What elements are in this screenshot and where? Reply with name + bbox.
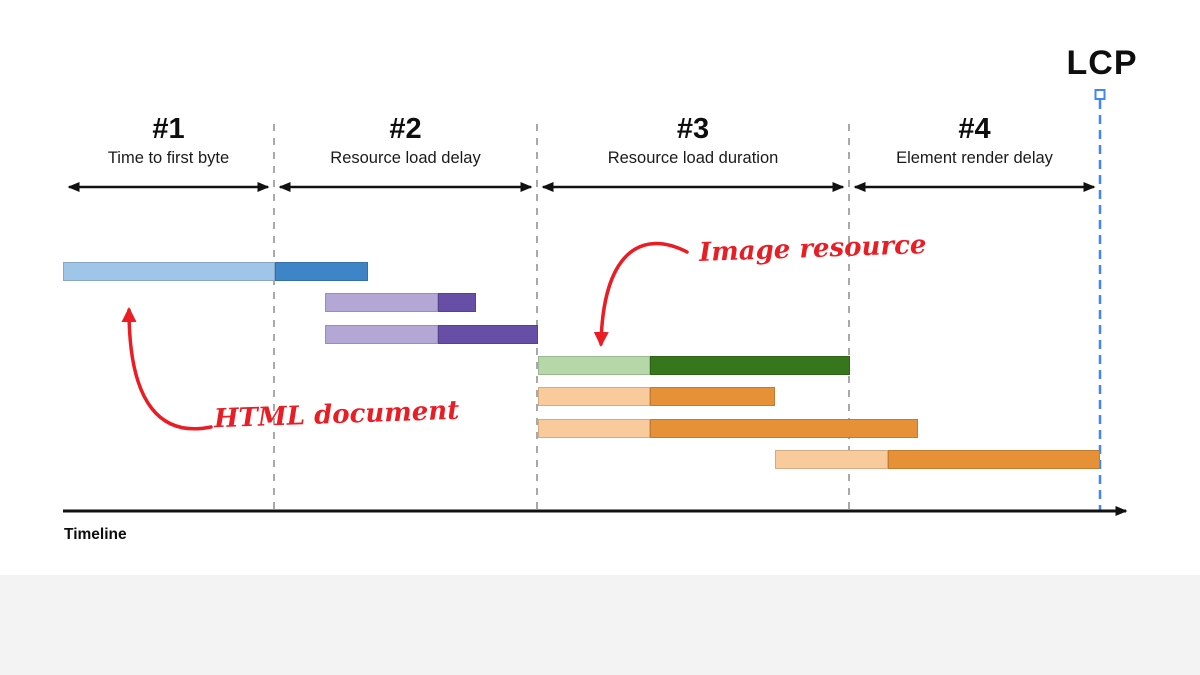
- script-bar-light: [775, 450, 888, 469]
- document-bar-dark: [275, 262, 368, 281]
- document-bar-light: [63, 262, 275, 281]
- stylesheet-bar-light: [325, 325, 438, 344]
- phase-label: Resource load duration: [607, 149, 779, 167]
- phase-label: Time to first byte: [107, 149, 230, 167]
- legend: Document Stylesheet Script: [0, 575, 1200, 675]
- phase-label: Resource load delay: [330, 149, 481, 167]
- stylesheet-bar-light: [325, 293, 438, 312]
- script-bar-dark: [650, 419, 918, 438]
- phase-header-2: #2 Resource load delay: [274, 113, 537, 168]
- annotation-arrow-0: [121, 307, 213, 431]
- annotation-html-document: HTML document: [213, 395, 460, 435]
- annotation-arrow-1: [593, 241, 689, 347]
- phase-number: #3: [676, 113, 710, 145]
- stylesheet-bar-dark: [438, 293, 476, 312]
- image-bar-light: [538, 356, 650, 375]
- script-bar-light: [538, 387, 650, 406]
- annotation-image-resource: Image resource: [698, 230, 927, 268]
- phase-header-1: #1 Time to first byte: [63, 113, 274, 168]
- phase-number: #2: [389, 113, 422, 145]
- script-bar-light: [538, 419, 650, 438]
- phase-number: #4: [958, 113, 991, 145]
- lcp-marker-handle: [1094, 89, 1106, 100]
- phase-header-3: #3 Resource load duration: [537, 113, 849, 168]
- script-bar-dark: [888, 450, 1100, 469]
- phase-header-4: #4 Element render delay: [849, 113, 1100, 168]
- image-bar-dark: [650, 356, 850, 375]
- script-bar-dark: [650, 387, 775, 406]
- timeline-axis-label: Timeline: [64, 526, 127, 543]
- phase-label: Element render delay: [896, 149, 1053, 167]
- lcp-title: LCP: [1066, 44, 1138, 82]
- stylesheet-bar-dark: [438, 325, 538, 344]
- phase-number: #1: [152, 113, 185, 145]
